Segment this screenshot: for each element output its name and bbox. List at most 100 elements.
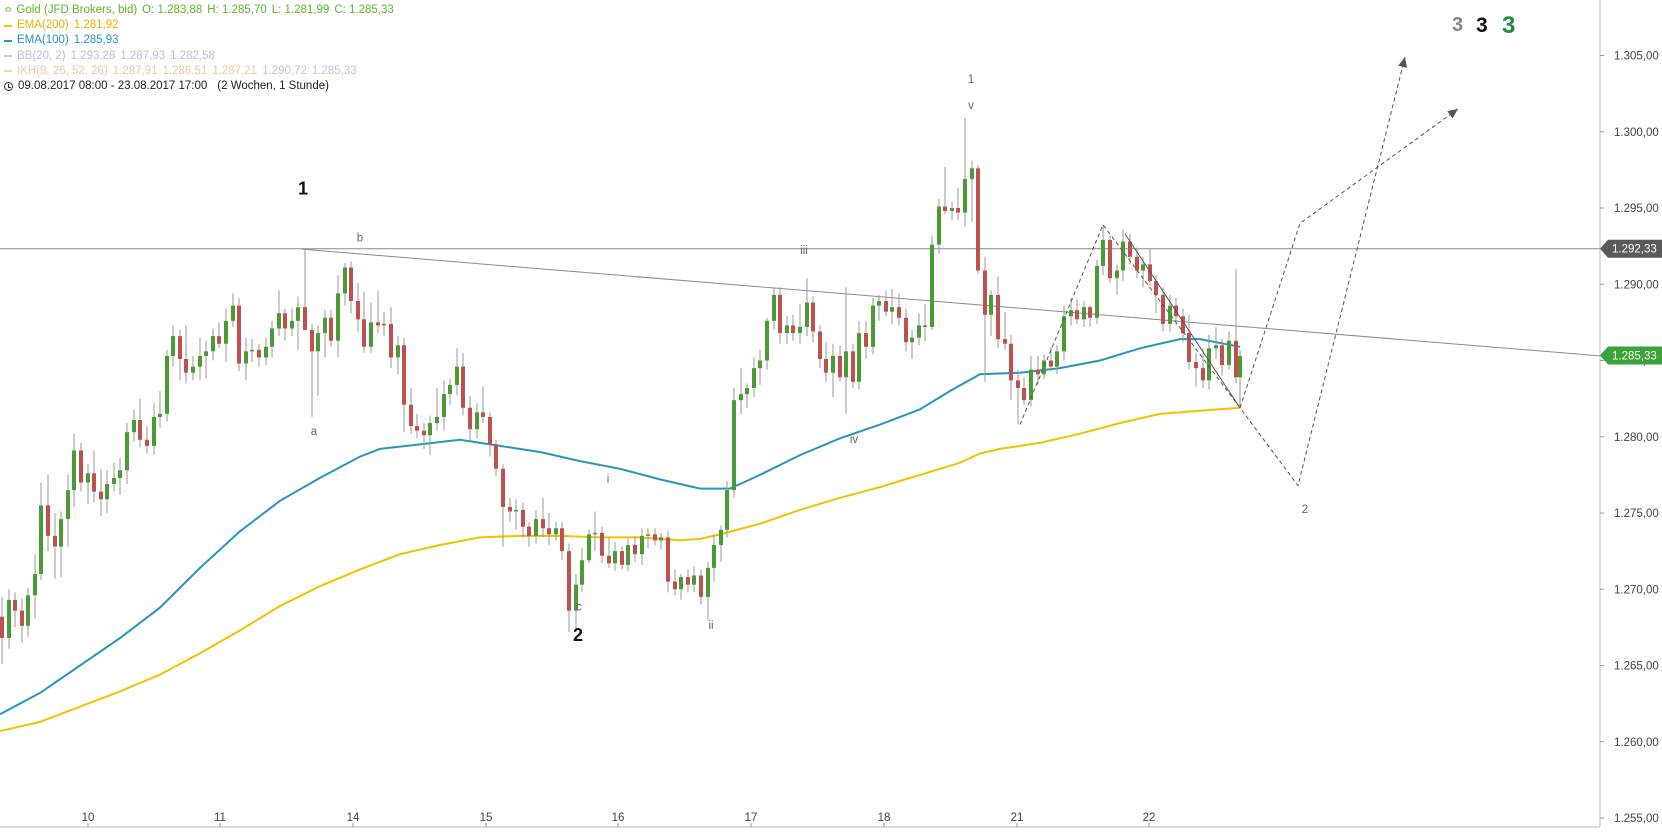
candle-body bbox=[534, 519, 538, 536]
candle-body bbox=[448, 384, 452, 395]
candle bbox=[422, 423, 426, 449]
candle-body bbox=[514, 509, 518, 512]
candle-body bbox=[640, 535, 644, 555]
legend-ikh[interactable]: IKH(9, 26, 52, 26) 1.287,91 1.286,51 1.2… bbox=[4, 64, 394, 79]
candle-body bbox=[501, 468, 505, 507]
candle-body bbox=[785, 325, 789, 334]
bb-value-upper: 1.293,28 bbox=[70, 49, 116, 62]
candle bbox=[1201, 348, 1205, 388]
ikh-value-5: 1.285,33 bbox=[311, 64, 357, 77]
wave-label: v bbox=[968, 100, 974, 112]
candle bbox=[488, 412, 492, 457]
candle-body bbox=[376, 322, 380, 326]
legend-ema100[interactable]: EMA(100) 1.285,93 bbox=[4, 33, 394, 48]
candle bbox=[1214, 326, 1218, 359]
candle bbox=[13, 592, 17, 628]
candle bbox=[125, 423, 129, 485]
candle bbox=[66, 474, 70, 547]
candle bbox=[257, 343, 261, 367]
ema200-swatch bbox=[4, 24, 12, 27]
candle bbox=[303, 249, 307, 330]
ohlc-close: C: 1.285,33 bbox=[334, 4, 394, 16]
bb-value-lower: 1.282,58 bbox=[170, 49, 215, 62]
x-tick-label: 18 bbox=[878, 812, 891, 824]
candle-body bbox=[415, 426, 419, 431]
candle-body bbox=[158, 413, 162, 417]
candle bbox=[39, 482, 43, 581]
candle bbox=[435, 387, 439, 431]
candle bbox=[1187, 314, 1191, 370]
candle bbox=[554, 522, 558, 541]
candle bbox=[679, 574, 683, 600]
candle-body bbox=[1161, 294, 1165, 324]
candle-body bbox=[626, 545, 630, 565]
candle-body bbox=[890, 307, 894, 312]
candle bbox=[818, 325, 822, 369]
candle bbox=[277, 290, 281, 337]
candle-body bbox=[745, 387, 749, 395]
ikh-swatch bbox=[4, 70, 12, 73]
candle bbox=[468, 395, 472, 442]
wave-label: a bbox=[311, 426, 318, 438]
candle bbox=[560, 522, 564, 561]
candle-body bbox=[257, 349, 261, 358]
candle-body bbox=[468, 407, 472, 430]
candle bbox=[646, 528, 650, 549]
candle bbox=[719, 525, 723, 562]
candle bbox=[118, 458, 122, 495]
candle bbox=[283, 308, 287, 341]
candle bbox=[640, 528, 644, 565]
candle-body bbox=[132, 419, 136, 433]
candle bbox=[231, 293, 235, 327]
ema100-value: 1.285,93 bbox=[73, 34, 119, 47]
legend-ema200[interactable]: EMA(200) 1.281,92 bbox=[4, 18, 394, 33]
candle-body bbox=[1168, 305, 1172, 324]
candle bbox=[937, 198, 941, 254]
candle-body bbox=[494, 444, 498, 469]
candle-body bbox=[1201, 368, 1205, 381]
candle-body bbox=[1181, 316, 1185, 334]
candle-body bbox=[732, 400, 736, 491]
candle bbox=[369, 302, 373, 353]
candle bbox=[376, 290, 380, 334]
candle-body bbox=[13, 599, 17, 611]
candle bbox=[349, 261, 353, 314]
candle bbox=[310, 323, 314, 417]
candle bbox=[970, 160, 974, 222]
candle bbox=[211, 328, 215, 361]
candle-body bbox=[244, 351, 248, 364]
candle bbox=[950, 201, 954, 221]
candle bbox=[956, 188, 960, 221]
candle-body bbox=[369, 322, 373, 347]
ikh-value-1: 1.287,91 bbox=[112, 64, 158, 77]
candle-body bbox=[323, 317, 327, 334]
candle bbox=[389, 307, 393, 369]
candle bbox=[1016, 369, 1020, 425]
candle bbox=[1022, 377, 1026, 405]
candle-body bbox=[1003, 339, 1007, 344]
candle bbox=[1082, 301, 1086, 327]
candle bbox=[580, 548, 584, 593]
candle bbox=[448, 378, 452, 405]
candle-body bbox=[772, 294, 776, 321]
candle bbox=[884, 290, 888, 317]
ikh-value-3: 1.287,21 bbox=[212, 64, 258, 77]
candle-body bbox=[224, 320, 228, 344]
wave-label: c bbox=[576, 602, 582, 614]
candle-body bbox=[937, 206, 941, 245]
candle bbox=[105, 470, 109, 513]
candle bbox=[165, 349, 169, 422]
candle bbox=[132, 409, 136, 442]
candle bbox=[514, 499, 518, 530]
legend-bb[interactable]: BB(20, 2) 1.293,28 1.287,93 1.282,58 bbox=[4, 49, 394, 64]
candle bbox=[613, 541, 617, 571]
candle-body bbox=[1029, 369, 1033, 401]
candle-body bbox=[178, 336, 182, 359]
candle-body bbox=[699, 575, 703, 597]
candle-body bbox=[1220, 345, 1224, 366]
candle bbox=[897, 293, 901, 326]
candle-body bbox=[428, 423, 432, 436]
chart-logo-icon: ≏ bbox=[4, 5, 13, 16]
